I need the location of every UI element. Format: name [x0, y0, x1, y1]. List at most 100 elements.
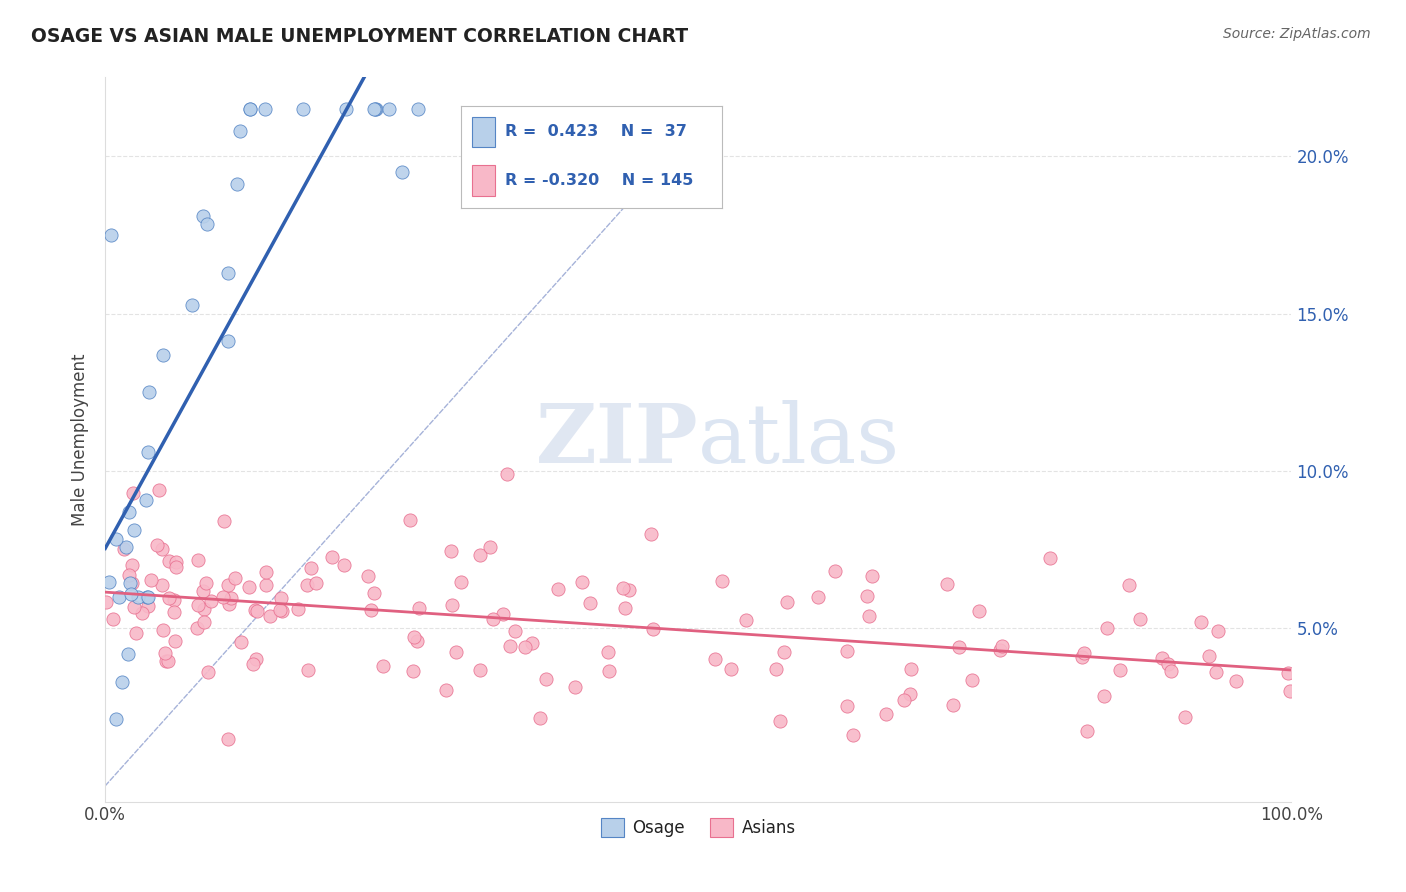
Point — [513, 640, 536, 654]
Point — [291, 102, 314, 116]
Point — [806, 590, 828, 604]
Point — [105, 712, 128, 726]
Point — [131, 607, 153, 621]
Point — [1092, 690, 1115, 704]
Point — [187, 598, 209, 612]
Point — [703, 652, 725, 666]
Point — [991, 639, 1014, 653]
Point — [155, 646, 177, 660]
Point — [270, 591, 292, 605]
Point — [856, 590, 879, 604]
Point — [101, 612, 124, 626]
Point — [1095, 621, 1118, 635]
Point — [1189, 615, 1212, 630]
Point — [163, 605, 186, 619]
Point — [402, 631, 425, 645]
Point — [299, 560, 322, 574]
Point — [536, 672, 558, 686]
Point — [122, 523, 145, 537]
Point — [146, 538, 169, 552]
Point — [765, 662, 787, 676]
Point — [271, 604, 294, 618]
Point — [1109, 663, 1132, 677]
Point — [470, 548, 492, 562]
Point — [720, 662, 742, 676]
Point — [898, 687, 921, 701]
Point — [960, 673, 983, 687]
Point — [1073, 646, 1095, 660]
Point — [596, 645, 619, 659]
Point — [165, 555, 187, 569]
Point — [117, 567, 139, 582]
Legend: Osage, Asians: Osage, Asians — [595, 812, 803, 844]
Point — [377, 102, 399, 116]
Point — [776, 594, 799, 608]
Point — [218, 597, 240, 611]
Point — [254, 102, 277, 116]
Point — [193, 583, 215, 598]
Point — [405, 634, 427, 648]
Point — [138, 444, 160, 458]
Point — [100, 227, 122, 242]
Point — [186, 621, 208, 635]
Point — [238, 580, 260, 594]
Text: OSAGE VS ASIAN MALE UNEMPLOYMENT CORRELATION CHART: OSAGE VS ASIAN MALE UNEMPLOYMENT CORRELA… — [31, 27, 688, 45]
Point — [360, 603, 382, 617]
Point — [122, 485, 145, 500]
Point — [138, 384, 160, 399]
Point — [139, 573, 162, 587]
Point — [229, 634, 252, 648]
Point — [136, 599, 159, 614]
Point — [440, 544, 463, 558]
Point — [1150, 651, 1173, 665]
Point — [773, 645, 796, 659]
Point — [157, 654, 180, 668]
Point — [444, 645, 467, 659]
Point — [121, 575, 143, 590]
Point — [120, 576, 142, 591]
Point — [529, 711, 551, 725]
Point — [114, 540, 136, 554]
Point — [242, 657, 264, 672]
Point — [157, 554, 180, 568]
Point — [254, 578, 277, 592]
Point — [1071, 649, 1094, 664]
Point — [245, 651, 267, 665]
Point — [335, 102, 357, 116]
Point — [187, 553, 209, 567]
Point — [641, 623, 664, 637]
Point — [217, 266, 239, 280]
Point — [239, 102, 262, 116]
Point — [503, 624, 526, 639]
Point — [212, 515, 235, 529]
Point — [640, 527, 662, 541]
Point — [197, 665, 219, 680]
Point — [1160, 664, 1182, 678]
Point — [1225, 674, 1247, 689]
Point — [224, 571, 246, 585]
Point — [321, 550, 343, 565]
Point — [118, 505, 141, 519]
Point — [1039, 550, 1062, 565]
Point — [357, 569, 380, 583]
Point — [217, 577, 239, 591]
Point — [94, 595, 117, 609]
Point — [967, 604, 990, 618]
Text: ZIP: ZIP — [536, 400, 699, 480]
Point — [478, 540, 501, 554]
Point — [364, 102, 387, 116]
Point — [112, 542, 135, 557]
Point — [193, 602, 215, 616]
Point — [254, 565, 277, 579]
Point — [841, 729, 863, 743]
Point — [117, 647, 139, 661]
Point — [150, 577, 173, 591]
Point — [1198, 648, 1220, 663]
Point — [363, 102, 385, 116]
Point — [860, 569, 883, 583]
Point — [135, 590, 157, 604]
Point — [614, 600, 637, 615]
Point — [155, 654, 177, 668]
Point — [124, 626, 146, 640]
Point — [612, 581, 634, 595]
